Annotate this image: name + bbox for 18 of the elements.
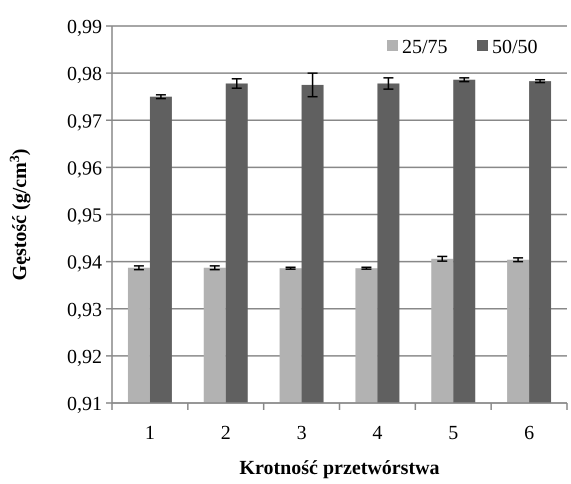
x-axis-title: Krotność przetwórstwa: [239, 457, 440, 479]
y-tick-label: 0,94: [67, 252, 102, 274]
y-tick-label: 0,93: [67, 298, 102, 321]
y-tick-label: 0,92: [67, 346, 102, 368]
y-tick-label: 0,97: [67, 110, 102, 132]
x-tick-label: 2: [220, 422, 231, 444]
x-tick-label: 5: [448, 422, 458, 444]
x-tick-label: 4: [372, 422, 382, 444]
legend-label: 25/75: [402, 36, 448, 58]
y-tick-label: 0,96: [67, 157, 102, 180]
x-tick-label: 3: [296, 422, 307, 444]
y-tick-label: 0,95: [67, 204, 102, 226]
y-tick-label: 0,98: [67, 63, 102, 86]
legend-label: 50/50: [492, 36, 538, 58]
y-tick-label: 0,99: [67, 16, 102, 38]
x-tick-label: 1: [144, 422, 155, 444]
y-tick-label: 0,91: [67, 393, 102, 415]
x-tick-label: 6: [524, 422, 534, 444]
